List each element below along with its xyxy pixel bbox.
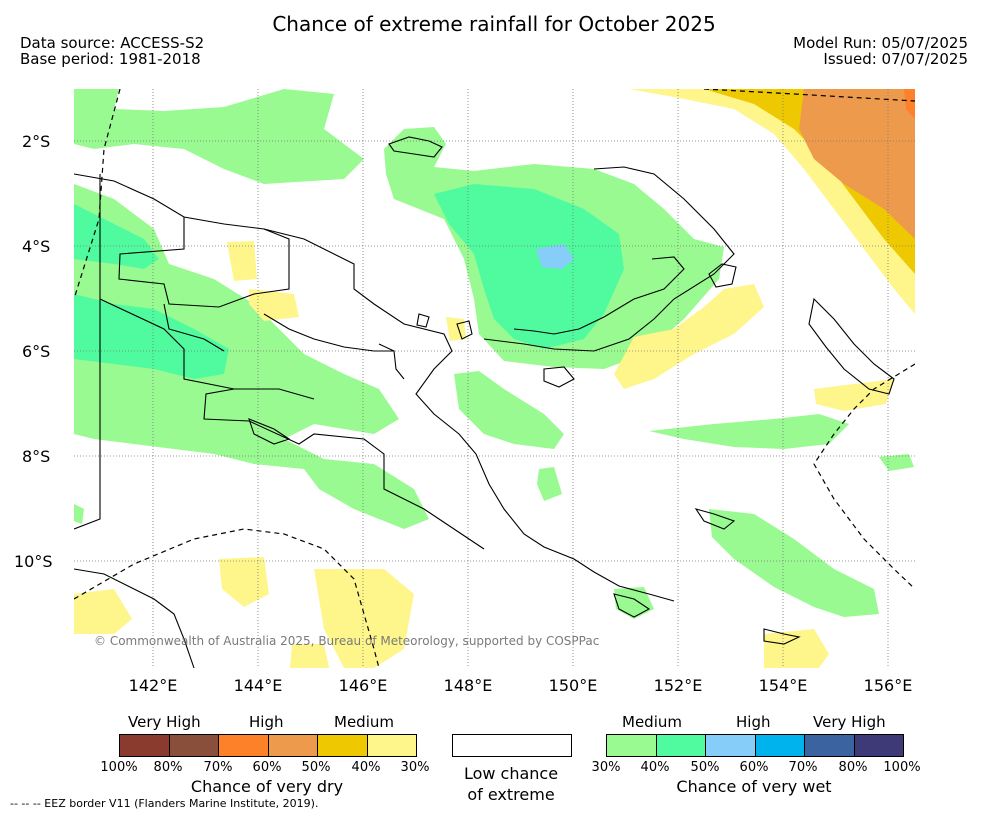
neutral-title-line2: of extreme <box>467 785 555 804</box>
rainfall-map <box>74 89 915 668</box>
lon-tick-144e: 144°E <box>233 676 283 695</box>
lon-tick-154e: 154°E <box>758 676 808 695</box>
dry-swatch-1 <box>120 735 170 756</box>
dry-tick: 80% <box>153 760 183 775</box>
lon-tick-146e: 146°E <box>338 676 388 695</box>
dry-swatch-6 <box>367 735 416 756</box>
dry-legend-title: Chance of very dry <box>190 777 344 796</box>
dry-colorbar <box>119 734 417 757</box>
neutral-title-line1: Low chance <box>463 764 559 783</box>
copyright-notice: © Commonwealth of Australia 2025, Bureau… <box>94 634 600 648</box>
dry-tick: 60% <box>252 760 282 775</box>
wet-level-very-high: Very High <box>813 713 886 731</box>
dry-level-very-high: Very High <box>128 713 201 731</box>
neutral-swatch <box>452 734 572 757</box>
dry-level-medium: Medium <box>334 713 394 731</box>
wet-swatch-1 <box>607 735 657 756</box>
meta-left: Data source: ACCESS-S2 Base period: 1981… <box>20 35 204 67</box>
dry-tick: 70% <box>203 760 233 775</box>
meta-right: Model Run: 05/07/2025 Issued: 07/07/2025 <box>793 35 968 67</box>
dry-swatch-5 <box>318 735 368 756</box>
wet-swatch-2 <box>656 735 706 756</box>
lat-tick-2s: 2°S <box>22 132 51 151</box>
lat-tick-8s: 8°S <box>22 447 51 466</box>
lat-tick-4s: 4°S <box>22 237 51 256</box>
dry-tick: 30% <box>400 760 430 775</box>
wet-tick: 30% <box>591 760 621 775</box>
wet-tick: 70% <box>788 760 818 775</box>
lon-tick-156e: 156°E <box>863 676 913 695</box>
model-run: Model Run: 05/07/2025 <box>793 34 968 52</box>
lon-tick-148e: 148°E <box>443 676 493 695</box>
dry-tick: 100% <box>100 760 138 775</box>
dry-swatch-4 <box>268 735 318 756</box>
wet-swatch-3 <box>706 735 756 756</box>
lat-tick-6s: 6°S <box>22 342 51 361</box>
lon-tick-142e: 142°E <box>128 676 178 695</box>
wet-tick: 100% <box>883 760 921 775</box>
neutral-legend-title: Low chance of extreme <box>430 763 592 805</box>
wet-swatch-6 <box>854 735 903 756</box>
dry-swatch-2 <box>169 735 219 756</box>
dry-60-region <box>904 89 915 119</box>
base-period: Base period: 1981-2018 <box>20 50 201 68</box>
dry-tick: 40% <box>351 760 381 775</box>
lon-tick-152e: 152°E <box>653 676 703 695</box>
map-title: Chance of extreme rainfall for October 2… <box>272 12 716 36</box>
eez-border-note: -- -- -- EEZ border V11 (Flanders Marine… <box>10 797 319 810</box>
wet-colorbar <box>606 734 904 757</box>
wet-swatch-4 <box>755 735 805 756</box>
graticule <box>74 89 915 668</box>
wet-tick: 80% <box>838 760 868 775</box>
lon-tick-150e: 150°E <box>548 676 598 695</box>
dry-level-high: High <box>249 713 284 731</box>
wet-level-high: High <box>736 713 771 731</box>
dry-swatch-3 <box>219 735 269 756</box>
wet-tick: 40% <box>640 760 670 775</box>
data-source: Data source: ACCESS-S2 <box>20 34 205 52</box>
wet-tick: 50% <box>690 760 720 775</box>
wet-level-medium: Medium <box>622 713 682 731</box>
coastline <box>74 136 895 668</box>
wet-tick: 60% <box>739 760 769 775</box>
lat-tick-10s: 10°S <box>14 552 53 571</box>
issued-date: Issued: 07/07/2025 <box>823 50 968 68</box>
wet-swatch-5 <box>805 735 855 756</box>
map-canvas <box>74 89 915 668</box>
wet-legend-title: Chance of very wet <box>676 777 832 796</box>
dry-50-region <box>799 89 915 239</box>
dry-tick: 50% <box>301 760 331 775</box>
wet-50-region <box>536 244 574 269</box>
eez-border <box>74 89 915 668</box>
